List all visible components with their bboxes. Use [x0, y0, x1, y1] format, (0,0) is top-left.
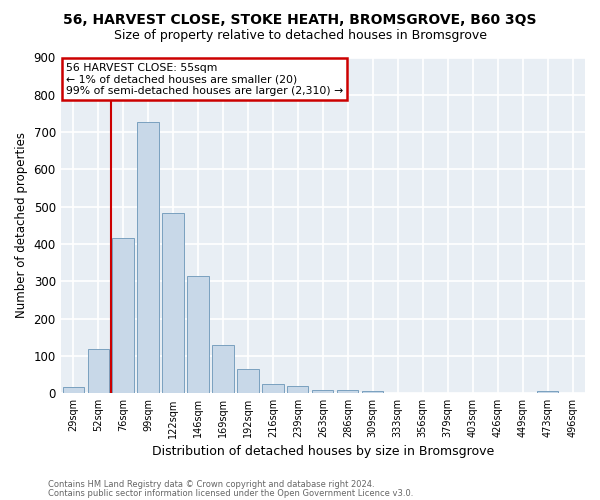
Text: 56, HARVEST CLOSE, STOKE HEATH, BROMSGROVE, B60 3QS: 56, HARVEST CLOSE, STOKE HEATH, BROMSGRO… — [63, 12, 537, 26]
Text: Size of property relative to detached houses in Bromsgrove: Size of property relative to detached ho… — [113, 29, 487, 42]
X-axis label: Distribution of detached houses by size in Bromsgrove: Distribution of detached houses by size … — [152, 444, 494, 458]
Bar — [212, 345, 233, 394]
Text: Contains public sector information licensed under the Open Government Licence v3: Contains public sector information licen… — [48, 488, 413, 498]
Bar — [362, 392, 383, 394]
Bar — [262, 384, 284, 394]
Bar — [88, 348, 109, 394]
Bar — [537, 392, 558, 394]
Bar — [337, 390, 358, 394]
Bar — [287, 386, 308, 394]
Bar — [137, 122, 158, 394]
Bar — [312, 390, 334, 394]
Bar — [238, 369, 259, 394]
Y-axis label: Number of detached properties: Number of detached properties — [15, 132, 28, 318]
Bar — [112, 238, 134, 394]
Bar — [187, 276, 209, 394]
Text: Contains HM Land Registry data © Crown copyright and database right 2024.: Contains HM Land Registry data © Crown c… — [48, 480, 374, 489]
Bar — [163, 214, 184, 394]
Bar — [62, 386, 84, 394]
Text: 56 HARVEST CLOSE: 55sqm
← 1% of detached houses are smaller (20)
99% of semi-det: 56 HARVEST CLOSE: 55sqm ← 1% of detached… — [66, 62, 343, 96]
